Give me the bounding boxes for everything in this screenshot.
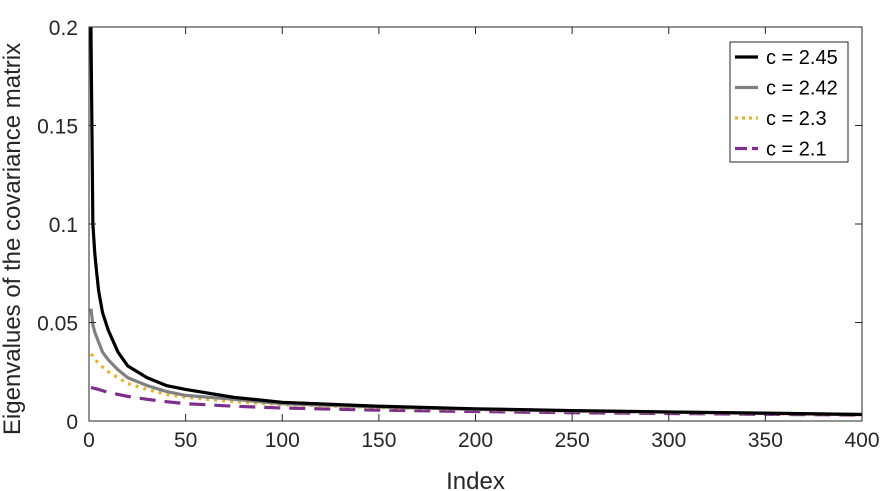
legend: c = 2.45 c = 2.42 c = 2.3 c = 2.1 (729, 41, 849, 163)
y-axis-ticks: 0 0.05 0.1 0.15 0.2 (37, 17, 862, 434)
x-tick-label: 300 (651, 429, 686, 452)
x-axis-ticks: 0 50 100 150 200 250 300 350 400 (83, 27, 880, 452)
y-tick-label: 0.1 (49, 214, 78, 237)
y-tick-label: 0 (66, 411, 78, 434)
x-tick-label: 250 (555, 429, 590, 452)
legend-box (729, 41, 849, 163)
x-tick-label: 350 (748, 429, 783, 452)
y-tick-label: 0.2 (49, 17, 78, 40)
x-tick-label: 0 (83, 429, 95, 452)
legend-label-2: c = 2.42 (766, 78, 838, 100)
y-tick-label: 0.15 (37, 116, 78, 139)
legend-label-1: c = 2.45 (766, 47, 838, 69)
y-tick-label: 0.05 (37, 313, 78, 336)
legend-label-4: c = 2.1 (766, 139, 827, 161)
x-axis-label: Index (446, 468, 505, 491)
legend-label-3: c = 2.3 (766, 108, 827, 130)
x-tick-label: 200 (458, 429, 493, 452)
x-tick-label: 100 (265, 429, 300, 452)
x-tick-label: 400 (844, 429, 879, 452)
x-tick-label: 150 (361, 429, 396, 452)
x-tick-label: 50 (174, 429, 197, 452)
series-layer (89, 27, 862, 417)
y-axis-label: Eigenvalues of the covariance matrix (0, 43, 26, 435)
series-line-1 (89, 27, 862, 417)
